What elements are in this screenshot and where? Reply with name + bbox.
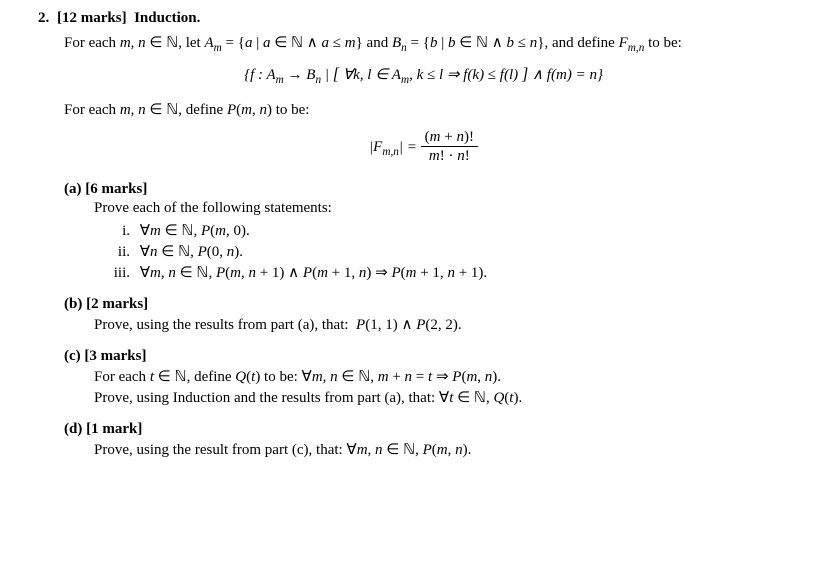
- part-b-label: (b) [2 marks]: [64, 296, 148, 312]
- question-header: 2. [12 marks] Induction.: [38, 10, 809, 27]
- list-item-content: ∀m ∈ ℕ, P(m, 0).: [140, 223, 250, 239]
- p-formula-fraction: (m + n)! m! · n!: [421, 129, 478, 167]
- part-a: (a) [6 marks] Prove each of the followin…: [64, 181, 809, 282]
- p-formula-lhs: |Fm,n| =: [369, 139, 421, 155]
- part-d: (d) [1 mark] Prove, using the result fro…: [64, 421, 809, 459]
- page: 2. [12 marks] Induction. For each m, n ∈…: [0, 0, 839, 469]
- list-item-content: ∀m, n ∈ ℕ, P(m, n + 1) ∧ P(m + 1, n) ⇒ P…: [140, 265, 487, 281]
- part-a-label: (a) [6 marks]: [64, 181, 147, 197]
- part-b-prompt: Prove, using the results from part (a), …: [94, 315, 809, 334]
- part-c-label: (c) [3 marks]: [64, 348, 146, 364]
- part-a-prompt: Prove each of the following statements:: [94, 200, 809, 217]
- part-d-prompt: Prove, using the result from part (c), t…: [94, 440, 809, 459]
- list-item: iii. ∀m, n ∈ ℕ, P(m, n + 1) ∧ P(m + 1, n…: [108, 263, 809, 282]
- list-item: i. ∀m ∈ ℕ, P(m, 0).: [108, 221, 809, 240]
- question-marks: [12 marks]: [57, 10, 127, 26]
- question-number: 2.: [38, 10, 49, 26]
- list-item: ii. ∀n ∈ ℕ, P(0, n).: [108, 242, 809, 261]
- part-b: (b) [2 marks] Prove, using the results f…: [64, 296, 809, 334]
- question-title: Induction.: [130, 10, 200, 26]
- roman-numeral: iii.: [108, 265, 130, 282]
- part-a-list: i. ∀m ∈ ℕ, P(m, 0). ii. ∀n ∈ ℕ, P(0, n).…: [108, 221, 809, 282]
- fraction-denominator: m! · n!: [421, 147, 478, 167]
- part-d-label: (d) [1 mark]: [64, 421, 142, 437]
- part-c-line1: For each t ∈ ℕ, define Q(t) to be: ∀m, n…: [94, 367, 809, 386]
- p-formula: |Fm,n| = (m + n)! m! · n!: [38, 129, 809, 167]
- define-p-line: For each m, n ∈ ℕ, define P(m, n) to be:: [64, 100, 809, 119]
- roman-numeral: ii.: [108, 244, 130, 261]
- roman-numeral: i.: [108, 223, 130, 240]
- list-item-content: ∀n ∈ ℕ, P(0, n).: [140, 244, 243, 260]
- fraction-numerator: (m + n)!: [421, 129, 478, 147]
- part-c-line2: Prove, using Induction and the results f…: [94, 388, 809, 407]
- part-c: (c) [3 marks] For each t ∈ ℕ, define Q(t…: [64, 348, 809, 407]
- set-definition: {f : Am → Bn | [ ∀k, l ∈ Am, k ≤ l ⇒ f(k…: [38, 64, 809, 86]
- intro-line: For each m, n ∈ ℕ, let Am = {a | a ∈ ℕ ∧…: [64, 33, 809, 54]
